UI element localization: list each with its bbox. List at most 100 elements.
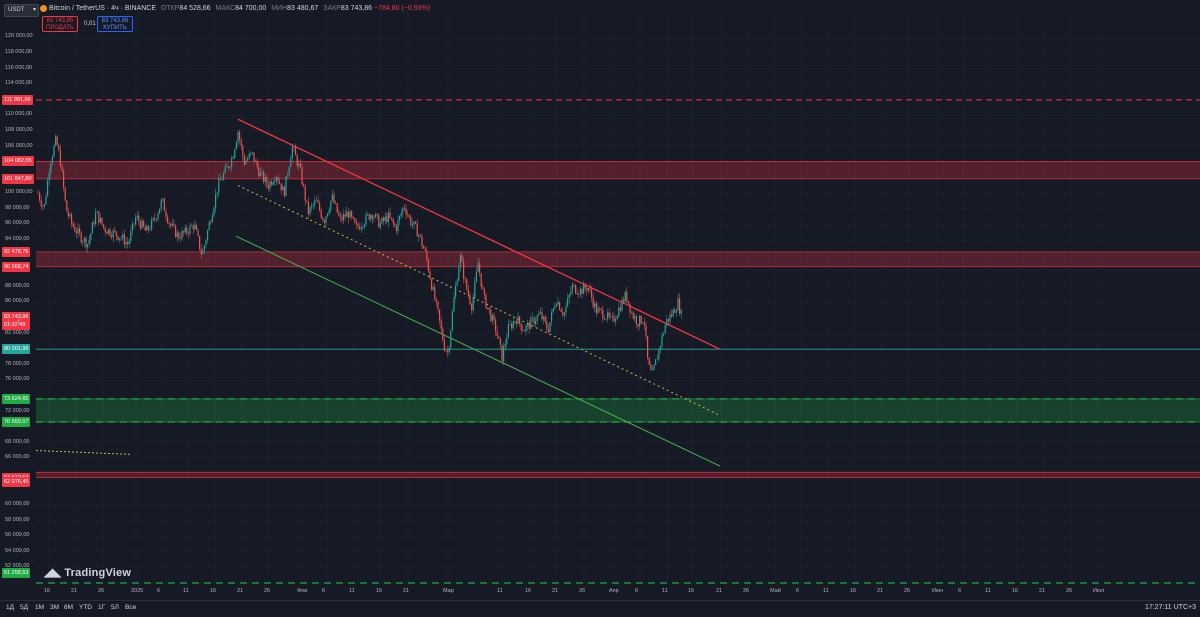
candle (584, 284, 586, 289)
candle (656, 359, 658, 360)
candle (139, 221, 141, 229)
close-value: 83 743,86 (340, 5, 373, 12)
candle (322, 217, 324, 221)
candle (461, 255, 463, 262)
candle (371, 215, 373, 219)
buy-button[interactable]: 83 743,86 КУПИТЬ (97, 16, 133, 32)
timeframe-1m[interactable]: 1М (35, 604, 45, 611)
candle (459, 255, 461, 267)
candle (338, 212, 340, 216)
candle (655, 359, 657, 366)
candle (576, 293, 578, 295)
candle (600, 308, 602, 311)
candle (643, 322, 645, 326)
x-tick-label: 6 (958, 588, 962, 594)
candle (527, 322, 529, 326)
candle (587, 288, 589, 291)
price-chart[interactable] (0, 0, 1200, 600)
candle (359, 226, 361, 230)
symbol-select[interactable]: USDT ▾ (4, 4, 39, 17)
candle (235, 142, 237, 150)
candle (515, 321, 517, 324)
timeframe-3m[interactable]: 3М (50, 604, 60, 611)
symbol-name: Bitcoin / TetherUS · 4ч · BINANCE (49, 5, 156, 12)
candle (616, 315, 618, 320)
candle (592, 297, 594, 308)
log-scale-toggle[interactable]: L (8, 320, 12, 326)
y-tick-label: 94 000,00 (5, 236, 30, 243)
y-tick-label: 106 000,00 (5, 142, 33, 149)
timeframe-5y[interactable]: 5Л (111, 604, 119, 611)
candle (621, 299, 623, 311)
candle (55, 136, 57, 146)
bar-countdown: 01:32:49 (4, 321, 26, 328)
candle (261, 171, 263, 173)
candle (595, 303, 597, 314)
candle (271, 181, 273, 185)
candle (551, 312, 553, 323)
timeframe-ytd[interactable]: YTD (79, 604, 92, 611)
x-tick-label: 21 (716, 588, 723, 594)
candle (293, 146, 295, 148)
candle (426, 250, 428, 260)
candle (565, 306, 567, 313)
axis-tools: L Λ (8, 320, 20, 326)
candle (91, 222, 93, 234)
candle (170, 223, 172, 226)
candle (579, 288, 581, 295)
candle (410, 217, 412, 226)
sell-label: ПРОДАТЬ (46, 25, 74, 31)
candle (355, 222, 357, 225)
candle (128, 240, 130, 245)
candle (111, 235, 113, 238)
candle (543, 316, 545, 320)
candle (538, 313, 540, 316)
buy-label: КУПИТЬ (103, 25, 127, 31)
candle (99, 217, 101, 223)
candle (603, 318, 605, 320)
timeframe-5d[interactable]: 5Д (20, 604, 29, 611)
candle (669, 314, 671, 322)
candle (272, 182, 274, 185)
timeframe-all[interactable]: Все (125, 604, 137, 611)
candle (183, 231, 185, 233)
candle (442, 328, 444, 341)
candle (597, 308, 599, 314)
candle (479, 263, 481, 274)
candle (568, 294, 570, 299)
sell-button[interactable]: 83 743,85 ПРОДАТЬ (42, 16, 78, 32)
candle (493, 315, 495, 321)
candle (373, 217, 375, 219)
candle (504, 344, 506, 347)
candle (541, 311, 543, 320)
candle (466, 279, 468, 290)
candle (439, 309, 441, 321)
clock[interactable]: 17:27:11 UTC+3 (1144, 604, 1196, 611)
timeframe-6m[interactable]: 6М (64, 604, 74, 611)
candle (165, 211, 167, 217)
price-tag: 90 568,74 (2, 261, 31, 272)
candle (522, 329, 524, 331)
candle (274, 180, 276, 183)
candle (661, 335, 663, 347)
candle (179, 238, 181, 239)
timeframe-1y[interactable]: 1Г (98, 604, 106, 611)
candle (575, 284, 577, 294)
timeframe-1d[interactable]: 1Д (6, 604, 15, 611)
candle (456, 280, 458, 286)
symbol-select-value: USDT (8, 7, 25, 13)
candle (211, 215, 213, 223)
x-tick-label: 6 (796, 588, 800, 594)
candle (82, 241, 84, 243)
candle (330, 200, 332, 210)
candle (315, 200, 317, 201)
candle (571, 284, 573, 292)
candle (506, 337, 508, 345)
candle (181, 231, 183, 239)
candle (528, 322, 530, 329)
candle (514, 321, 516, 322)
candle (243, 156, 245, 165)
auto-scale-toggle[interactable]: Λ (16, 320, 21, 326)
candle (285, 176, 287, 197)
candle (178, 232, 180, 239)
